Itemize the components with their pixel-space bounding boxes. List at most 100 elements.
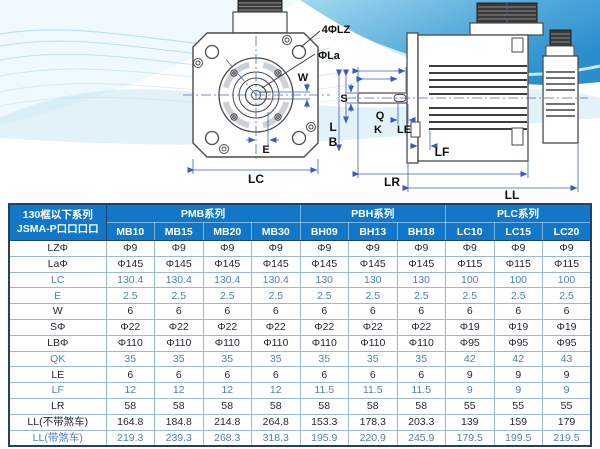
row-label: E xyxy=(8,287,107,305)
spec-cell: 239.3 xyxy=(154,429,204,447)
spec-cell: 58 xyxy=(105,397,155,415)
spec-cell: 43 xyxy=(542,350,592,368)
row-label: LE xyxy=(8,366,107,384)
mounting-hole xyxy=(291,130,307,146)
spec-table-body: LZΦ Φ9 Φ9 Φ9 Φ9 Φ9 Φ9 Φ9 Φ9 Φ9 Φ9 LaΦ Φ145 Φ145 Φ145 Φ1… xyxy=(8,240,592,447)
spec-cell: 100 xyxy=(445,271,495,289)
spec-cell: 11.5 xyxy=(348,382,398,399)
spec-cell: 6 xyxy=(348,303,398,320)
spec-cell: 2.5 xyxy=(105,287,155,305)
dim-label-b: B xyxy=(329,135,338,149)
spec-cell: Φ9 xyxy=(299,240,349,257)
model-header-MB10: MB10 xyxy=(105,222,155,241)
spec-cell: Φ22 xyxy=(202,318,252,336)
series-header-2: PBH系列 xyxy=(299,203,446,223)
body-clip-bottom xyxy=(511,127,524,146)
spec-cell: Φ9 xyxy=(445,240,495,257)
spec-cell: 6 xyxy=(154,366,204,384)
spec-cell: 100 xyxy=(493,271,543,289)
spec-cell: 58 xyxy=(251,397,301,415)
row-label: LC xyxy=(8,271,107,289)
spec-cell: 55 xyxy=(493,397,543,415)
model-header-MB15: MB15 xyxy=(154,222,204,241)
spec-cell: 130 xyxy=(396,271,446,289)
spec-cell: 245.9 xyxy=(396,429,446,447)
dim-label-s: S xyxy=(340,93,347,105)
spec-cell: 264.8 xyxy=(251,413,301,431)
spec-cell: 2.5 xyxy=(445,287,495,305)
row-label: LR xyxy=(8,397,107,415)
side-connector-base xyxy=(469,22,544,36)
dim-label-lc: LC xyxy=(248,172,264,186)
model-header-BH13: BH13 xyxy=(348,222,398,241)
dim-label-l: L xyxy=(329,120,336,134)
spec-cell: 130 xyxy=(348,271,398,289)
corner-header-line2: JSMA-P口口口口 xyxy=(16,222,99,235)
spec-cell: Φ9 xyxy=(105,240,155,257)
spec-cell: 178.3 xyxy=(348,413,398,431)
row-label: SΦ xyxy=(8,318,107,336)
spec-cell: Φ22 xyxy=(105,318,155,336)
model-header-LC20: LC20 xyxy=(542,222,592,241)
spec-cell: Φ22 xyxy=(299,318,349,336)
mounting-hole xyxy=(291,44,307,60)
spec-cell: 2.5 xyxy=(542,287,592,305)
spec-cell: 153.3 xyxy=(299,413,349,431)
spec-cell: 220.9 xyxy=(348,429,398,447)
spec-cell: 203.3 xyxy=(396,413,446,431)
spec-cell: Φ145 xyxy=(251,255,301,273)
spec-cell: 130.4 xyxy=(154,271,204,289)
spec-cell: Φ9 xyxy=(396,240,446,257)
spec-cell: 35 xyxy=(299,350,349,368)
row-label: W xyxy=(8,303,107,320)
spec-cell: Φ115 xyxy=(445,255,495,273)
dim-label-le: LE xyxy=(397,124,411,136)
spec-cell: 2.5 xyxy=(299,287,349,305)
dim-label-la: ΦLa xyxy=(318,50,341,62)
spec-cell: 6 xyxy=(105,366,155,384)
spec-cell: Φ9 xyxy=(348,240,398,257)
table-row: LBΦ Φ110 Φ110 Φ110 Φ110 Φ110 Φ110 Φ110 Φ95 Φ95 Φ95 xyxy=(8,334,592,352)
row-label: LZΦ xyxy=(8,240,107,257)
model-header-BH09: BH09 xyxy=(299,222,349,241)
spec-cell: 6 xyxy=(348,366,398,384)
corner-header-line1: 130框以下系列 xyxy=(22,209,93,222)
technical-drawing-area: 4ΦLZ ΦLa W E LC xyxy=(0,0,600,203)
spec-cell: 12 xyxy=(105,382,155,399)
spec-table-wrap: 130框以下系列 JSMA-P口口口口 PMB系列 PBH系列 PLC系列 MB10… xyxy=(8,203,592,448)
flange-slot-ring xyxy=(222,61,290,129)
table-row: LL(不带煞车) 164.8 184.8 214.8 264.8 153.3 178.3 20… xyxy=(8,413,592,431)
spec-cell: 130.4 xyxy=(251,271,301,289)
spec-cell: 6 xyxy=(299,366,349,384)
spec-cell: 35 xyxy=(154,350,204,368)
spec-cell: Φ9 xyxy=(154,240,204,257)
spec-cell: Φ145 xyxy=(202,255,252,273)
spec-cell: 2.5 xyxy=(154,287,204,305)
spec-cell: 55 xyxy=(445,397,495,415)
dim-label-lf: LF xyxy=(435,145,450,159)
spec-cell: 139 xyxy=(445,413,495,431)
spec-cell: 35 xyxy=(202,350,252,368)
dim-label-e: E xyxy=(262,144,269,156)
spec-cell: Φ22 xyxy=(154,318,204,336)
spec-cell: 35 xyxy=(105,350,155,368)
spec-cell: 9 xyxy=(542,382,592,399)
spec-cell: Φ145 xyxy=(396,255,446,273)
series-header-row: 130框以下系列 JSMA-P口口口口 PMB系列 PBH系列 PLC系列 xyxy=(8,203,592,241)
spec-cell: Φ22 xyxy=(396,318,446,336)
spec-cell: 2.5 xyxy=(396,287,446,305)
series-header-3: PLC系列 xyxy=(445,203,592,223)
dim-label-ll: LL xyxy=(505,188,520,202)
spec-cell: 130.4 xyxy=(202,271,252,289)
spec-cell: 9 xyxy=(445,366,495,384)
spec-cell: Φ145 xyxy=(105,255,155,273)
table-row: LC 130.4 130.4 130.4 130.4 130 130 130 100 100 100 xyxy=(8,271,592,289)
spec-cell: 100 xyxy=(542,271,592,289)
row-label: LaΦ xyxy=(8,255,107,273)
spec-cell: 6 xyxy=(542,303,592,320)
model-header-BH18: BH18 xyxy=(396,222,446,241)
spec-cell: 164.8 xyxy=(105,413,155,431)
spec-cell: 130.4 xyxy=(105,271,155,289)
spec-cell: 195.9 xyxy=(299,429,349,447)
spec-cell: Φ115 xyxy=(493,255,543,273)
